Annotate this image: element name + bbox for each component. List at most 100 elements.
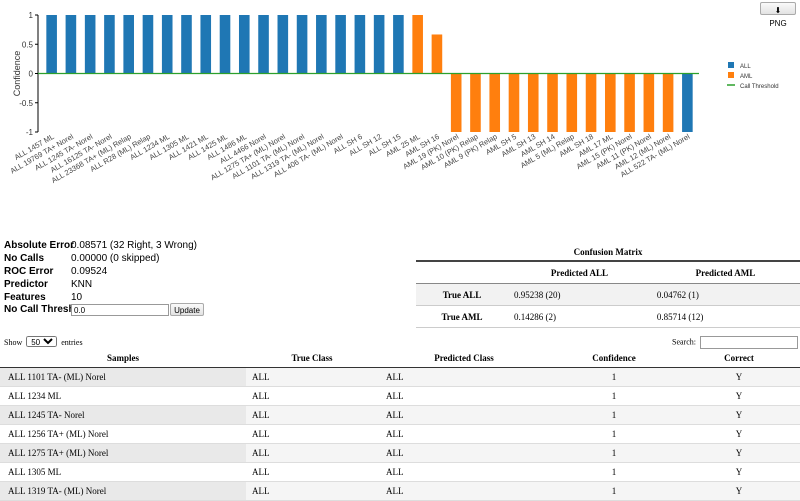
legend-swatch (728, 72, 734, 78)
table-cell: 1 (550, 424, 678, 444)
table-row: ALL 1305 ML ALL ALL 1 Y (0, 462, 800, 482)
search-label: Search: (672, 337, 696, 347)
y-tick-label: 0 (29, 70, 34, 79)
table-cell: ALL (246, 405, 378, 425)
bar-4[interactable] (123, 15, 134, 74)
search-input[interactable] (700, 336, 798, 349)
table-cell: ALL (246, 481, 378, 501)
legend-swatch (728, 62, 734, 68)
bar-19[interactable] (412, 15, 423, 74)
table-cell: Y (678, 462, 800, 482)
bar-24[interactable] (508, 73, 520, 133)
bar-1[interactable] (65, 15, 77, 74)
y-tick-label: 0.5 (22, 40, 34, 49)
bar-16[interactable] (354, 15, 366, 74)
bar-23[interactable] (489, 73, 501, 133)
bar-21[interactable] (450, 73, 462, 133)
cm-row-label: True AML (416, 305, 508, 328)
bar-30[interactable] (624, 73, 635, 133)
cm-row-true-all: True ALL 0.95238 (20) 0.04762 (1) (416, 283, 800, 306)
cm-cell: 0.04762 (1) (650, 283, 800, 306)
column-header-true-class[interactable]: True Class (246, 349, 378, 368)
stat-label: ROC Error (4, 266, 54, 277)
y-tick-label: 1 (29, 11, 34, 20)
y-axis-label: Confidence (12, 51, 22, 97)
bar-6[interactable] (161, 15, 173, 74)
table-cell: ALL 1256 TA+ (ML) Norel (0, 424, 246, 444)
table-row: ALL 1319 TA- (ML) Norel ALL ALL 1 Y (0, 481, 800, 501)
bar-7[interactable] (181, 15, 192, 74)
bar-28[interactable] (585, 73, 597, 133)
table-cell: ALL 1275 TA+ (ML) Norel (0, 443, 246, 463)
no-call-threshold-input[interactable] (71, 304, 169, 316)
export-png-button[interactable]: ⬇ PNG (760, 2, 796, 28)
cm-row-true-aml: True AML 0.14286 (2) 0.85714 (12) (416, 305, 800, 328)
stat-value: 0.09524 (71, 266, 108, 277)
y-tick-label: -0.5 (19, 99, 33, 108)
column-header-samples[interactable]: Samples (0, 349, 246, 368)
bar-3[interactable] (104, 15, 115, 74)
column-header-predicted-class[interactable]: Predicted Class (378, 349, 550, 368)
bar-17[interactable] (373, 15, 385, 74)
table-cell: ALL (246, 386, 378, 406)
stat-value: 0.08571 (32 Right, 3 Wrong) (71, 240, 198, 251)
bar-25[interactable] (527, 73, 539, 133)
bar-20[interactable] (431, 34, 443, 74)
bar-5[interactable] (142, 15, 154, 74)
stat-label: Absolute Error (4, 240, 75, 251)
column-header-correct[interactable]: Correct (678, 349, 800, 368)
table-cell: 1 (550, 367, 678, 387)
confusion-matrix-title: Confusion Matrix (416, 245, 800, 262)
bar-27[interactable] (566, 73, 578, 133)
no-call-threshold-label: No Call Threshold (4, 304, 90, 315)
bar-10[interactable] (238, 15, 250, 74)
bar-32[interactable] (662, 73, 674, 133)
entries-label: entries (61, 338, 83, 347)
bar-33[interactable] (682, 73, 693, 133)
table-row: ALL 1234 ML ALL ALL 1 Y (0, 386, 800, 406)
cm-cell: 0.85714 (12) (650, 305, 800, 328)
bar-12[interactable] (277, 15, 289, 74)
table-row: ALL 1101 TA- (ML) Norel ALL ALL 1 Y (0, 367, 800, 387)
bar-31[interactable] (643, 73, 655, 133)
bar-29[interactable] (605, 73, 616, 133)
table-cell: ALL (378, 367, 550, 387)
bar-13[interactable] (296, 15, 308, 74)
bar-11[interactable] (258, 15, 269, 74)
bar-22[interactable] (470, 73, 481, 133)
bar-8[interactable] (200, 15, 212, 74)
table-row: ALL 1275 TA+ (ML) Norel ALL ALL 1 Y (0, 443, 800, 463)
bar-26[interactable] (547, 73, 558, 133)
bar-0[interactable] (46, 15, 57, 74)
cm-row-label: True ALL (416, 283, 508, 306)
cm-header-predicted-aml: Predicted AML (650, 262, 800, 284)
stat-label: No Calls (4, 253, 45, 264)
bar-18[interactable] (393, 15, 404, 74)
table-cell: ALL 1305 ML (0, 462, 246, 482)
bar-14[interactable] (316, 15, 327, 74)
stat-label: Predictor (4, 279, 48, 290)
stat-value: 10 (71, 292, 83, 303)
table-cell: ALL (378, 443, 550, 463)
bar-9[interactable] (219, 15, 231, 74)
table-cell: Y (678, 481, 800, 501)
bar-15[interactable] (335, 15, 346, 74)
table-cell: Y (678, 424, 800, 444)
table-cell: 1 (550, 405, 678, 425)
table-cell: Y (678, 386, 800, 406)
table-cell: ALL (246, 424, 378, 444)
column-header-confidence[interactable]: Confidence (550, 349, 678, 368)
table-cell: ALL (378, 481, 550, 501)
table-cell: ALL 1319 TA- (ML) Norel (0, 481, 246, 501)
update-button[interactable]: Update (170, 303, 204, 316)
table-cell: ALL (378, 462, 550, 482)
table-cell: ALL (246, 443, 378, 463)
bar-2[interactable] (84, 15, 96, 74)
confusion-matrix: Confusion Matrix Predicted ALL Predicted… (416, 245, 800, 328)
table-cell: 1 (550, 443, 678, 463)
table-cell: ALL 1234 ML (0, 386, 246, 406)
entries-length-select[interactable]: 50 (26, 336, 58, 347)
stat-value: KNN (71, 279, 93, 290)
legend-label: AML (740, 74, 753, 80)
